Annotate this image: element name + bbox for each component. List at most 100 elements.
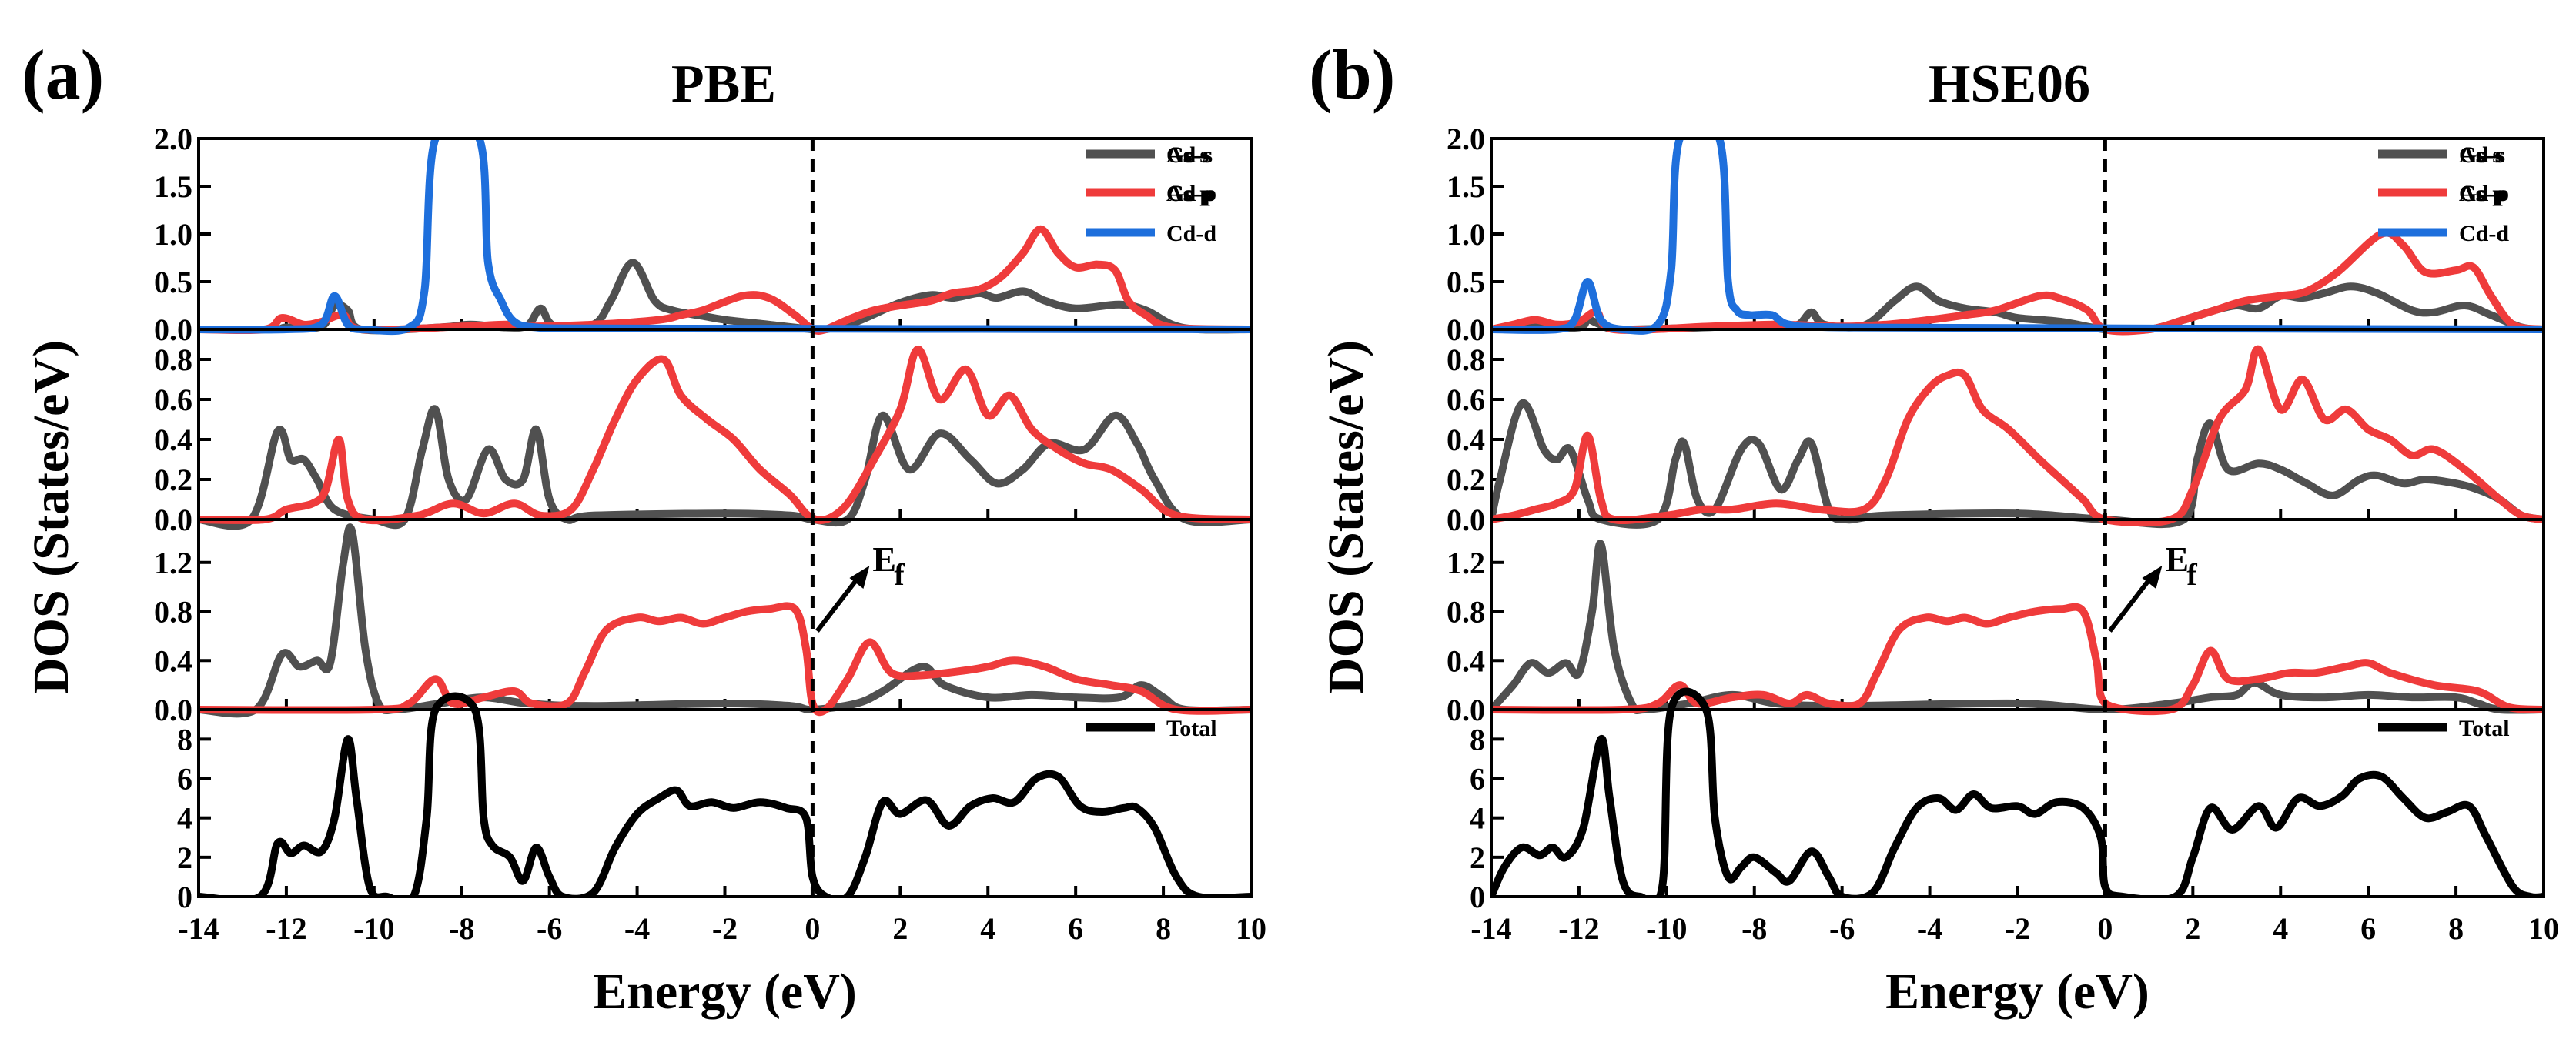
y-tick-label: 4: [177, 801, 192, 836]
x-tick-label: 4: [2273, 911, 2288, 946]
x-tick-label: -8: [1741, 911, 1767, 946]
legend-item: Cd-d: [2378, 221, 2509, 246]
fermi-label: E: [2165, 540, 2189, 579]
legend-label: As-s: [1166, 142, 1209, 168]
y-tick-label: 0: [177, 880, 192, 914]
legend-item: As-s: [1086, 142, 1209, 168]
y-tick-label: 0.8: [154, 342, 192, 377]
x-tick-label: 10: [1236, 911, 1266, 946]
y-tick-label: 0.8: [1447, 595, 1485, 630]
legend-label: Cd-p: [2459, 181, 2509, 206]
legend-item: As-p: [1086, 181, 1213, 206]
x-tick-label: -6: [1829, 911, 1855, 946]
subplot-frame: [197, 708, 1253, 898]
legend-label: Cd-p: [1166, 181, 1216, 206]
legend-label: Cd-d: [1166, 221, 1216, 246]
series-as-p: [1491, 603, 2544, 716]
x-tick-label: -12: [266, 911, 306, 946]
panel-label: (b): [1309, 35, 1395, 114]
legend-label: Ge-p: [2459, 181, 2507, 206]
subplot-total: 0 2 4 6 8 Total: [1470, 687, 2545, 914]
y-tick-label: 6: [177, 762, 192, 797]
legend-label: Total: [1166, 716, 1217, 741]
x-axis-title: Energy (eV): [1885, 964, 2149, 1020]
series-ge-p: [1491, 345, 2544, 527]
x-tick-label: -14: [1470, 911, 1511, 946]
y-tick-label: 1.0: [1447, 217, 1485, 252]
y-tick-label: 0.0: [1447, 693, 1485, 727]
x-tick-label: -10: [1646, 911, 1687, 946]
x-tick-label: -2: [712, 911, 738, 946]
x-axis-title: Energy (eV): [593, 964, 857, 1020]
legend-label: As-p: [1166, 181, 1213, 206]
legend-label: As-p: [2459, 181, 2505, 206]
y-tick-label: 0.4: [154, 423, 192, 457]
y-tick-label: 0.0: [1447, 312, 1485, 347]
y-tick-label: 0.8: [1447, 342, 1485, 377]
subplot-frame: [1490, 708, 2545, 898]
x-tick-label: 4: [980, 911, 995, 946]
y-axis-title: DOS (States/eV): [23, 340, 79, 694]
y-tick-label: 0.0: [154, 312, 192, 347]
series-as-s: [199, 523, 1251, 718]
y-tick-label: 0.2: [1447, 463, 1485, 497]
y-tick-label: 1.5: [154, 169, 192, 204]
y-tick-label: 2: [1470, 840, 1485, 875]
x-tick-label: -6: [537, 911, 562, 946]
legend-label: Ge-s: [2459, 142, 2504, 168]
subplot-total: 0 2 4 6 8 Total: [177, 692, 1253, 914]
legend-label: Cd-s: [1166, 142, 1213, 168]
series-as-p: [199, 602, 1251, 717]
legend-label: Cd-s: [2459, 142, 2505, 168]
y-tick-label: 0.0: [154, 503, 192, 537]
y-tick-label: 2: [177, 840, 192, 875]
fermi-subscript: f: [2186, 557, 2197, 592]
x-tick-label: 8: [2448, 911, 2464, 946]
x-tick-label: 10: [2528, 911, 2559, 946]
x-tick-label: 6: [2360, 911, 2376, 946]
x-tick-label: 0: [2097, 911, 2113, 946]
y-tick-label: 0.4: [1447, 423, 1485, 457]
y-tick-label: 4: [1470, 801, 1485, 836]
legend-item: As-s: [2378, 142, 2501, 168]
x-tick-label: -14: [178, 911, 219, 946]
subplot-ge: 0.0 0.2 0.4 0.6 0.8 Ge-s Ge-p: [154, 142, 1253, 537]
y-tick-label: 0.5: [154, 265, 192, 299]
series-ge-s: [1491, 399, 2544, 529]
x-tick-label: 2: [892, 911, 908, 946]
y-tick-label: 1.5: [1447, 169, 1485, 204]
series-ge-p: [199, 345, 1251, 525]
series-total: [199, 692, 1251, 897]
y-tick-label: 0.4: [154, 643, 192, 678]
legend-label: Cd-d: [2459, 221, 2509, 246]
fermi-arrow-shaft: [815, 573, 862, 633]
fermi-arrow-head: [849, 566, 870, 589]
y-tick-label: 2.0: [154, 122, 192, 156]
legend-label: As-s: [2459, 142, 2501, 168]
y-tick-label: 0.2: [154, 463, 192, 497]
series-cd-p: [199, 225, 1251, 335]
y-tick-label: 0.6: [154, 383, 192, 417]
x-tick-label: -10: [353, 911, 394, 946]
y-tick-label: 6: [1470, 762, 1485, 797]
legend-item: Cd-d: [1086, 221, 1216, 246]
series-total: [1491, 687, 2544, 897]
x-tick-label: 0: [805, 911, 820, 946]
legend-label: Total: [2459, 716, 2510, 741]
y-tick-label: 0.4: [1447, 643, 1485, 678]
y-tick-label: 0.5: [1447, 265, 1485, 299]
fermi-arrow-head: [2142, 566, 2163, 589]
fermi-arrow-shaft: [2108, 573, 2155, 633]
legend-item: As-p: [2378, 181, 2505, 206]
y-tick-label: 0.6: [1447, 383, 1485, 417]
subplot-frame: [197, 328, 1253, 521]
x-tick-label: 8: [1156, 911, 1171, 946]
panel-title: HSE06: [1929, 55, 2090, 114]
series-cd-d: [1491, 139, 2544, 335]
y-tick-label: 0.8: [154, 595, 192, 630]
y-tick-label: 8: [1470, 722, 1485, 757]
series-as-s: [1491, 540, 2544, 714]
